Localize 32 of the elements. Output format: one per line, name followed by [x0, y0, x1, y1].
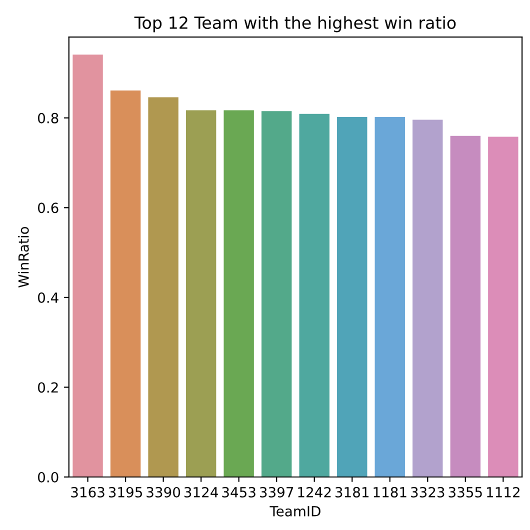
x-tick-label: 3355 — [448, 486, 482, 498]
bar — [224, 110, 254, 477]
bar — [450, 136, 481, 477]
y-tick-label: 0.0 — [38, 472, 58, 482]
x-tick-label: 1242 — [298, 486, 331, 498]
bar — [261, 111, 292, 477]
chart-title: Top 12 Team with the highest win ratio — [134, 16, 456, 32]
x-axis-title: TeamID — [270, 506, 320, 516]
y-tick-label: 0.2 — [38, 382, 58, 393]
y-tick-label: 0.8 — [38, 112, 58, 124]
bar — [337, 117, 368, 477]
x-tick-label: 3390 — [146, 486, 180, 498]
bar — [186, 110, 216, 477]
x-tick-label: 3181 — [336, 486, 369, 498]
x-tick-label: 3323 — [411, 486, 444, 498]
x-tick-label: 3397 — [260, 486, 294, 498]
bar — [110, 90, 141, 477]
x-tick-label: 3195 — [108, 486, 142, 498]
bar — [374, 117, 405, 477]
x-tick-label: 3163 — [71, 486, 104, 498]
y-tick-label: 0.6 — [38, 202, 58, 214]
x-tick-label: 3124 — [184, 486, 218, 498]
bar — [299, 114, 330, 477]
bar — [488, 136, 518, 477]
bar — [148, 97, 178, 477]
bar — [72, 54, 103, 477]
y-tick-label: 0.4 — [38, 292, 58, 303]
y-axis-title: WinRatio — [18, 226, 29, 288]
x-tick-label: 3453 — [222, 486, 256, 498]
x-tick-label: 1181 — [374, 486, 406, 498]
bar — [412, 120, 443, 477]
x-tick-label: 1112 — [487, 486, 520, 498]
